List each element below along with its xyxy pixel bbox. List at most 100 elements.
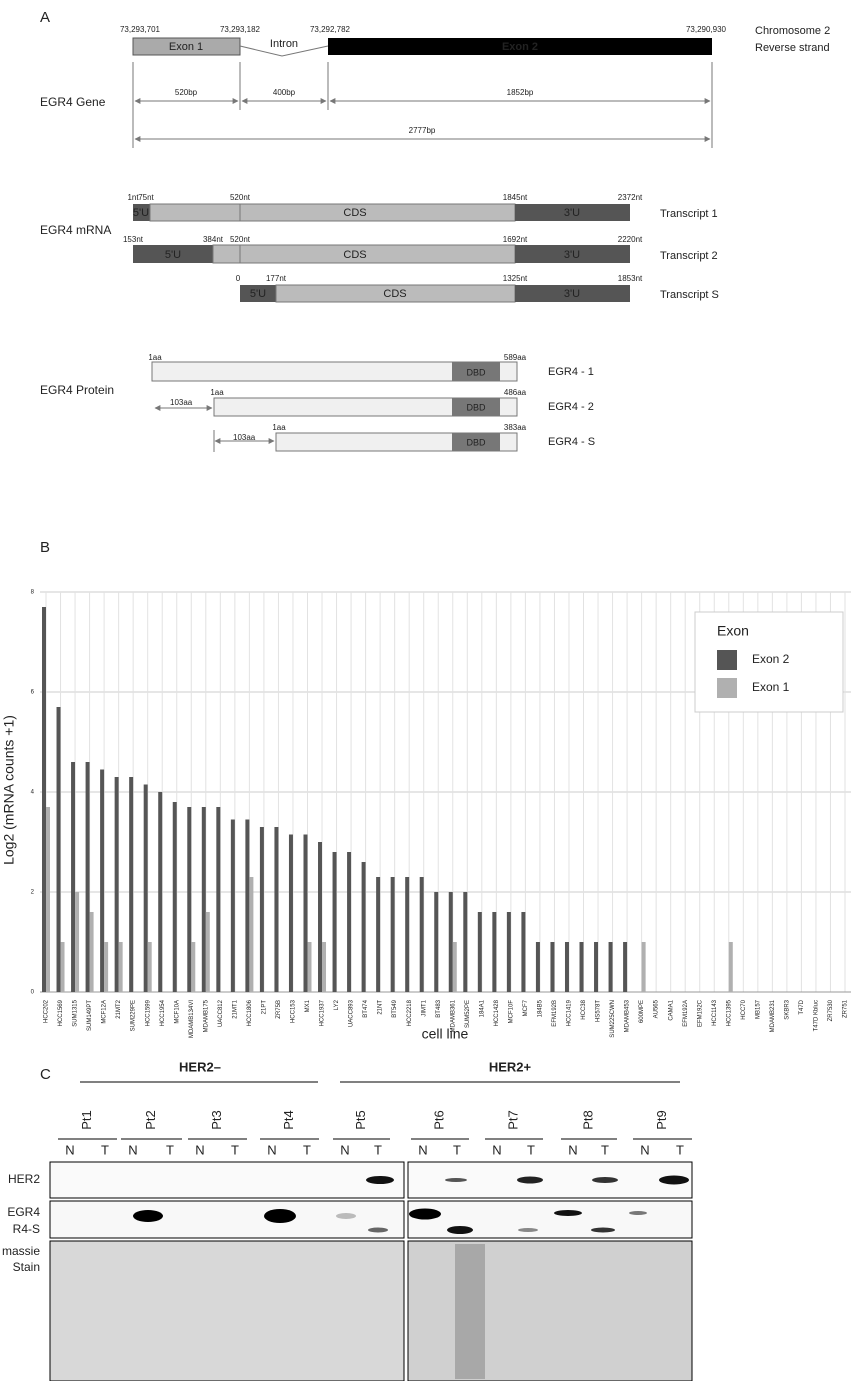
x-tick-label: 21MT1 — [232, 999, 238, 1018]
label: 153nt — [123, 235, 144, 244]
legend-swatch — [717, 678, 737, 698]
x-tick-label: MB157 — [755, 999, 761, 1019]
x-tick-label: SUM225CWN — [610, 1000, 616, 1038]
bar — [303, 835, 307, 993]
x-tick-label: SUM149PT — [87, 1000, 93, 1031]
mrna-diagram — [133, 204, 630, 302]
x-tick-label: MX1 — [305, 999, 311, 1012]
bar — [202, 807, 206, 992]
bar — [100, 770, 104, 993]
bar — [550, 942, 554, 992]
y-tick-label: 2 — [31, 890, 35, 896]
label: DBD — [466, 402, 486, 412]
label: 520nt — [230, 235, 251, 244]
label: CDS — [383, 288, 406, 300]
x-tick-label: AU565 — [654, 999, 660, 1018]
label: T — [676, 1142, 684, 1157]
label: 5'U — [165, 249, 181, 261]
label: 5'U — [250, 288, 266, 300]
label: DBD — [466, 437, 486, 447]
x-tick-label: T47D — [799, 999, 805, 1014]
panel-label: A — [40, 9, 50, 26]
label: 520nt — [230, 193, 251, 202]
label: T — [231, 1142, 239, 1157]
bar — [580, 942, 584, 992]
label: Pt3 — [209, 1110, 224, 1130]
y-axis-label: Log2 (mRNA counts +1) — [1, 715, 17, 865]
legend-title: Exon — [717, 623, 749, 639]
label: CDS — [343, 249, 366, 261]
x-tick-label: SUM52PE — [465, 1000, 471, 1028]
label: 103aa — [170, 398, 193, 407]
label: Pt6 — [431, 1110, 446, 1130]
x-tick-label: HS578T — [596, 1000, 602, 1022]
label: EGR4 - S — [548, 436, 595, 448]
x-tick-label: BT474 — [363, 999, 369, 1017]
bar — [492, 912, 496, 992]
x-tick-label: HCC70 — [741, 999, 747, 1019]
x-tick-label: ZR751 — [843, 999, 849, 1018]
y-tick-label: 4 — [31, 790, 35, 796]
bar — [231, 820, 235, 993]
x-tick-label: BT549 — [392, 999, 398, 1017]
x-tick-label: HCC1954 — [160, 999, 166, 1026]
label: N — [65, 1142, 74, 1157]
x-tick-label: MDAMB231 — [770, 999, 776, 1032]
bar — [347, 852, 351, 992]
x-tick-label: LY2 — [334, 999, 340, 1010]
bar — [307, 942, 311, 992]
bar — [391, 877, 395, 992]
label: 1845nt — [503, 193, 528, 202]
bar — [478, 912, 482, 992]
row-label: Stain — [13, 1260, 40, 1274]
label: 73,292,782 — [310, 25, 351, 34]
label: HER2+ — [489, 1059, 532, 1074]
bar — [119, 942, 123, 992]
bar — [260, 827, 264, 992]
label: 0 — [236, 274, 241, 283]
x-tick-label: HCC1419 — [567, 999, 573, 1026]
label: DBD — [466, 367, 486, 377]
label: T — [527, 1142, 535, 1157]
x-tick-label: HCC1143 — [712, 999, 718, 1026]
bar — [61, 942, 65, 992]
label: Chromosome 2 — [755, 25, 830, 37]
label: Pt8 — [580, 1110, 595, 1130]
label: 177nt — [266, 274, 287, 283]
x-tick-label: SUM229PE — [131, 1000, 137, 1031]
label: 1aa — [148, 353, 162, 362]
label: Exon 1 — [169, 41, 203, 53]
y-tick-label: 6 — [31, 690, 35, 696]
label: Pt2 — [143, 1110, 158, 1130]
x-tick-label: HCC1806 — [247, 999, 253, 1026]
label: EGR4 - 2 — [548, 401, 594, 413]
label: Pt1 — [79, 1110, 94, 1130]
x-tick-label: HCC153 — [291, 999, 297, 1023]
x-tick-label: 184A1 — [479, 999, 485, 1017]
bar — [144, 785, 148, 993]
label: Pt5 — [353, 1110, 368, 1130]
label: CDS — [343, 207, 366, 219]
x-tick-label: 21PT — [261, 1000, 267, 1015]
bar — [129, 777, 133, 992]
bar — [362, 862, 366, 992]
label: 73,293,701 — [120, 25, 161, 34]
label: Transcript S — [660, 289, 719, 301]
x-tick-label: CAMA1 — [668, 999, 674, 1020]
label: 2777bp — [409, 126, 436, 135]
label: Pt7 — [505, 1110, 520, 1130]
bar — [623, 942, 627, 992]
label: 3'U — [564, 249, 580, 261]
label: Reverse strand — [755, 42, 830, 54]
label: 589aa — [504, 353, 527, 362]
label: Pt9 — [654, 1110, 669, 1130]
label: 1853nt — [618, 274, 643, 283]
label: 103aa — [233, 433, 256, 442]
bar — [609, 942, 613, 992]
label: T — [303, 1142, 311, 1157]
label: 1692nt — [503, 235, 528, 244]
x-tick-label: UACC893 — [349, 999, 355, 1027]
panel-label: B — [40, 539, 50, 556]
x-tick-label: 21NT — [378, 1000, 384, 1015]
bar — [158, 792, 162, 992]
